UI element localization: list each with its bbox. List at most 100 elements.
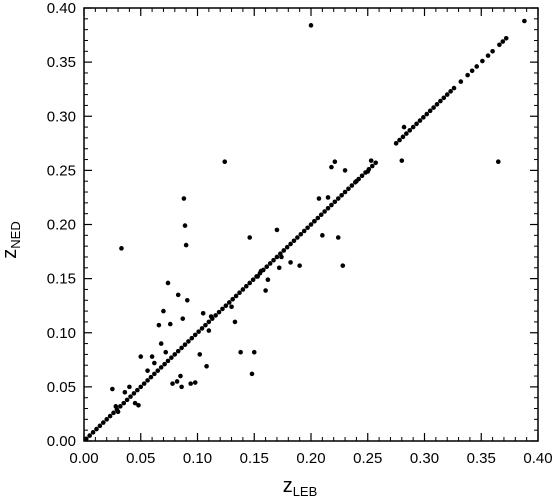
y-tick-label: 0.35 <box>47 54 76 71</box>
data-point <box>469 68 475 74</box>
data-point <box>192 332 198 338</box>
data-point <box>175 292 181 298</box>
data-point <box>184 297 190 303</box>
data-point <box>183 242 189 248</box>
x-tick-label: 0.20 <box>296 450 325 467</box>
data-point <box>149 354 155 359</box>
data-point <box>175 348 181 354</box>
data-point <box>94 426 99 432</box>
x-axis-title: zLEB <box>283 475 318 498</box>
data-point <box>427 108 433 114</box>
data-point <box>346 186 351 192</box>
y-axis-title: zNED <box>0 221 23 258</box>
data-point <box>155 368 161 373</box>
data-point <box>495 159 501 165</box>
data-point <box>308 222 314 227</box>
axis-ticks <box>83 7 539 442</box>
data-point <box>158 365 164 370</box>
data-point <box>244 283 249 289</box>
data-point <box>148 374 154 380</box>
data-point <box>308 23 314 28</box>
data-point <box>458 79 464 84</box>
data-point <box>522 18 527 24</box>
data-point <box>279 254 284 260</box>
data-point <box>192 380 198 385</box>
y-tick-labels: 0.00 0.05 0.10 0.15 0.20 0.25 0.30 0.35 0.40 <box>47 0 76 450</box>
data-point <box>135 387 140 393</box>
data-point <box>169 355 174 360</box>
y-tick-label: 0.10 <box>47 325 76 342</box>
data-point <box>250 277 256 283</box>
data-point <box>145 378 150 383</box>
data-point <box>342 189 348 195</box>
data-point <box>110 386 115 392</box>
data-point <box>359 173 365 179</box>
data-point <box>232 319 238 325</box>
data-point <box>179 384 184 390</box>
data-point <box>339 192 344 198</box>
data-point <box>421 115 426 120</box>
data-point <box>315 215 321 221</box>
data-point <box>264 264 270 270</box>
data-point <box>414 121 419 127</box>
data-point <box>124 397 130 403</box>
data-point <box>189 335 195 341</box>
data-point <box>216 309 222 315</box>
data-point <box>196 329 201 334</box>
data-point <box>329 202 334 208</box>
y-tick-label: 0.00 <box>47 433 76 450</box>
y-axis-title-base: z <box>0 249 21 259</box>
data-point <box>251 349 257 355</box>
data-point <box>340 263 346 268</box>
y-tick-label: 0.15 <box>47 271 76 288</box>
y-tick-label: 0.40 <box>47 0 76 17</box>
data-point <box>188 381 193 386</box>
data-point <box>178 373 183 379</box>
data-point <box>474 64 480 69</box>
x-tick-label: 0.00 <box>69 450 98 467</box>
data-point <box>138 354 144 359</box>
data-point <box>288 241 293 247</box>
data-point <box>281 248 287 253</box>
data-point <box>237 290 242 295</box>
data-point <box>365 169 371 174</box>
data-point <box>182 223 188 228</box>
data-point <box>222 159 228 165</box>
data-point <box>182 342 188 347</box>
data-point <box>316 196 322 201</box>
data-point <box>165 280 171 286</box>
data-point <box>404 131 409 136</box>
data-point <box>451 85 457 91</box>
data-point <box>335 235 341 240</box>
data-point <box>368 158 374 163</box>
data-point <box>399 158 405 163</box>
data-point <box>274 227 280 233</box>
data-point <box>206 328 212 333</box>
data-point <box>113 404 119 409</box>
data-point <box>480 58 485 64</box>
data-point <box>258 268 264 274</box>
data-point <box>325 195 331 200</box>
data-point <box>220 306 225 312</box>
data-point <box>97 423 103 429</box>
y-axis-title-sub: NED <box>8 221 23 248</box>
x-tick-label: 0.25 <box>353 450 382 467</box>
data-point <box>107 413 113 419</box>
data-point <box>186 339 191 344</box>
data-point <box>301 228 307 234</box>
data-point <box>111 410 116 416</box>
data-point <box>354 178 359 184</box>
data-point <box>265 277 271 283</box>
x-tick-label: 0.10 <box>183 450 212 467</box>
data-point <box>208 314 214 319</box>
data-point <box>180 316 186 321</box>
y-tick-label: 0.05 <box>47 379 76 396</box>
data-point <box>179 345 184 351</box>
data-point <box>141 381 147 386</box>
x-tick-label: 0.35 <box>467 450 496 467</box>
data-point <box>172 352 178 357</box>
data-point <box>213 313 218 318</box>
x-tick-labels: 0.00 0.05 0.10 0.15 0.20 0.25 0.30 0.35 0.40 <box>69 450 552 467</box>
data-point <box>318 212 324 218</box>
data-point <box>400 134 406 140</box>
